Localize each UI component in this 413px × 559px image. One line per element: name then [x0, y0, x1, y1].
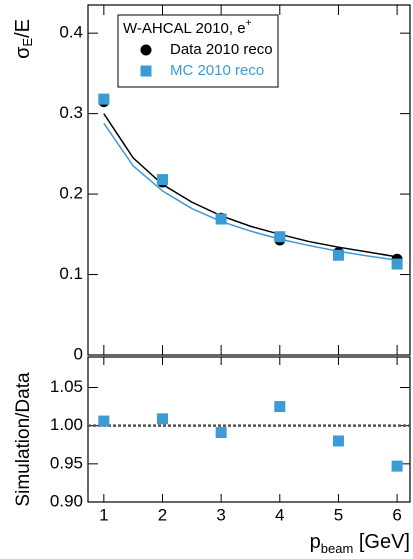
x-tick-label: 3 [216, 505, 225, 524]
y-tick-label: 0.3 [59, 103, 83, 122]
y-tick-label: 1.00 [50, 415, 83, 434]
data-point [332, 435, 344, 447]
data-point [391, 460, 403, 472]
plot-frame [87, 356, 411, 503]
y-axis-label: σE/E [12, 19, 35, 59]
y-tick-label: 1.05 [50, 377, 83, 396]
x-label-tail: [GeV] [353, 531, 410, 553]
x-tick-label: 4 [275, 505, 284, 524]
data-point [156, 174, 168, 186]
x-tick-label: 5 [334, 505, 343, 524]
y-label-sub: E [20, 38, 35, 47]
plot-frame [87, 4, 411, 356]
y-label-main: σ [12, 46, 34, 59]
x-tick-label: 1 [99, 505, 108, 524]
x-axis-label: pbeam [GeV] [310, 531, 410, 556]
y-axis-label: Simulation/Data [13, 372, 34, 507]
legend-marker [140, 65, 152, 77]
x-label-main: p [310, 531, 321, 553]
data-point [274, 231, 286, 243]
data-point [274, 401, 286, 413]
x-tick-label: 6 [392, 505, 401, 524]
y-tick-label: 0.90 [50, 491, 83, 510]
legend-marker [140, 44, 152, 56]
x-tick-label: 2 [158, 505, 167, 524]
y-tick-label: 0.95 [50, 453, 83, 472]
legend-label: MC 2010 reco [170, 62, 264, 79]
y-tick-label: 0 [74, 344, 83, 363]
legend-title-text: W-AHCAL 2010, e [123, 20, 246, 37]
legend-label: Data 2010 reco [170, 41, 273, 58]
legend-title: W-AHCAL 2010, e+ [123, 18, 252, 37]
y-tick-label: 0.2 [59, 184, 83, 203]
data-point [98, 93, 110, 105]
data-point [391, 258, 403, 270]
data-point [98, 415, 110, 427]
y-tick-label: 0.4 [59, 23, 83, 42]
x-label-sub: beam [321, 541, 354, 556]
legend-title-sup: + [246, 18, 252, 29]
fit-curve [103, 113, 398, 258]
y-tick-label: 0.1 [59, 264, 83, 283]
fit-curve [103, 122, 398, 261]
y-label-tail: /E [12, 19, 34, 38]
data-point [215, 213, 227, 225]
data-point [332, 249, 344, 261]
data-point [215, 427, 227, 439]
data-point [156, 413, 168, 425]
